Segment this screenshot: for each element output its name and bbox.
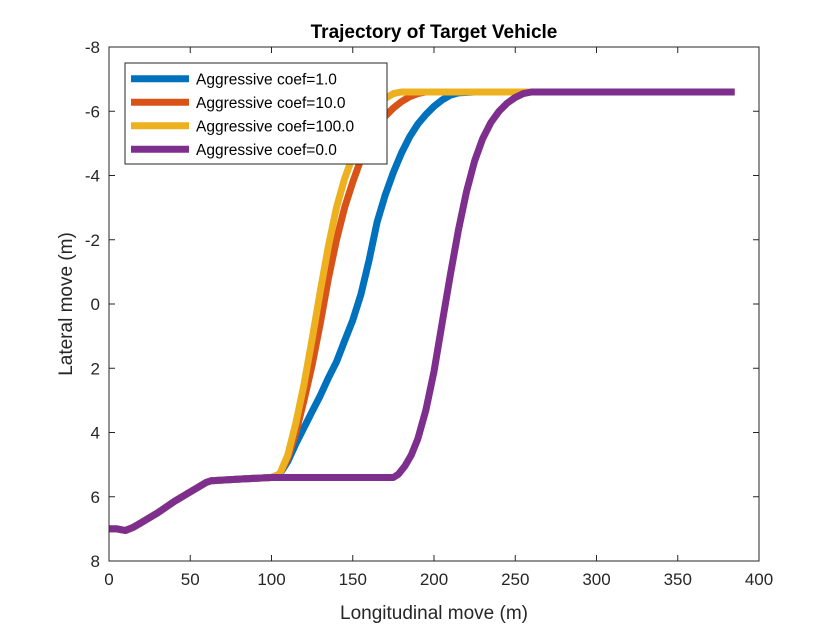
y-tick-label: -8	[85, 38, 100, 57]
y-tick-label: -4	[85, 167, 100, 186]
x-tick-label: 150	[339, 570, 367, 589]
y-tick-label: 6	[91, 488, 100, 507]
axes-layer: 0 50 100 150 200 250 300 350 400 8 6 4 2 0 -2 -4 -6 -8	[85, 38, 773, 589]
y-tick-label: 8	[91, 552, 100, 571]
legend-label-1: Aggressive coef=1.0	[196, 71, 337, 88]
x-tick-label: 0	[104, 570, 113, 589]
chart-title: Trajectory of Target Vehicle	[311, 22, 558, 43]
y-tick-label: 4	[91, 424, 100, 443]
x-tick-label: 350	[664, 570, 692, 589]
x-tick-label: 50	[181, 570, 200, 589]
x-tick-label: 250	[501, 570, 529, 589]
y-tick-label: 2	[91, 359, 100, 378]
series-line-4	[109, 88, 735, 534]
y-tick-label: -2	[85, 231, 100, 250]
x-tick-label: 100	[257, 570, 285, 589]
x-tick-label: 200	[420, 570, 448, 589]
legend-label-4: Aggressive coef=0.0	[196, 142, 337, 159]
y-tick-label: -6	[85, 102, 100, 121]
legend-label-3: Aggressive coef=100.0	[196, 118, 354, 135]
x-tick-label: 400	[745, 570, 773, 589]
legend: Aggressive coef=1.0 Aggressive coef=10.0 A…	[124, 62, 388, 165]
y-axis-title: Lateral move (m)	[56, 232, 77, 376]
x-tick-label: 300	[582, 570, 610, 589]
x-axis-title: Longitudinal move (m)	[340, 603, 528, 624]
y-tick-label: 0	[91, 295, 100, 314]
legend-label-2: Aggressive coef=10.0	[196, 95, 346, 112]
